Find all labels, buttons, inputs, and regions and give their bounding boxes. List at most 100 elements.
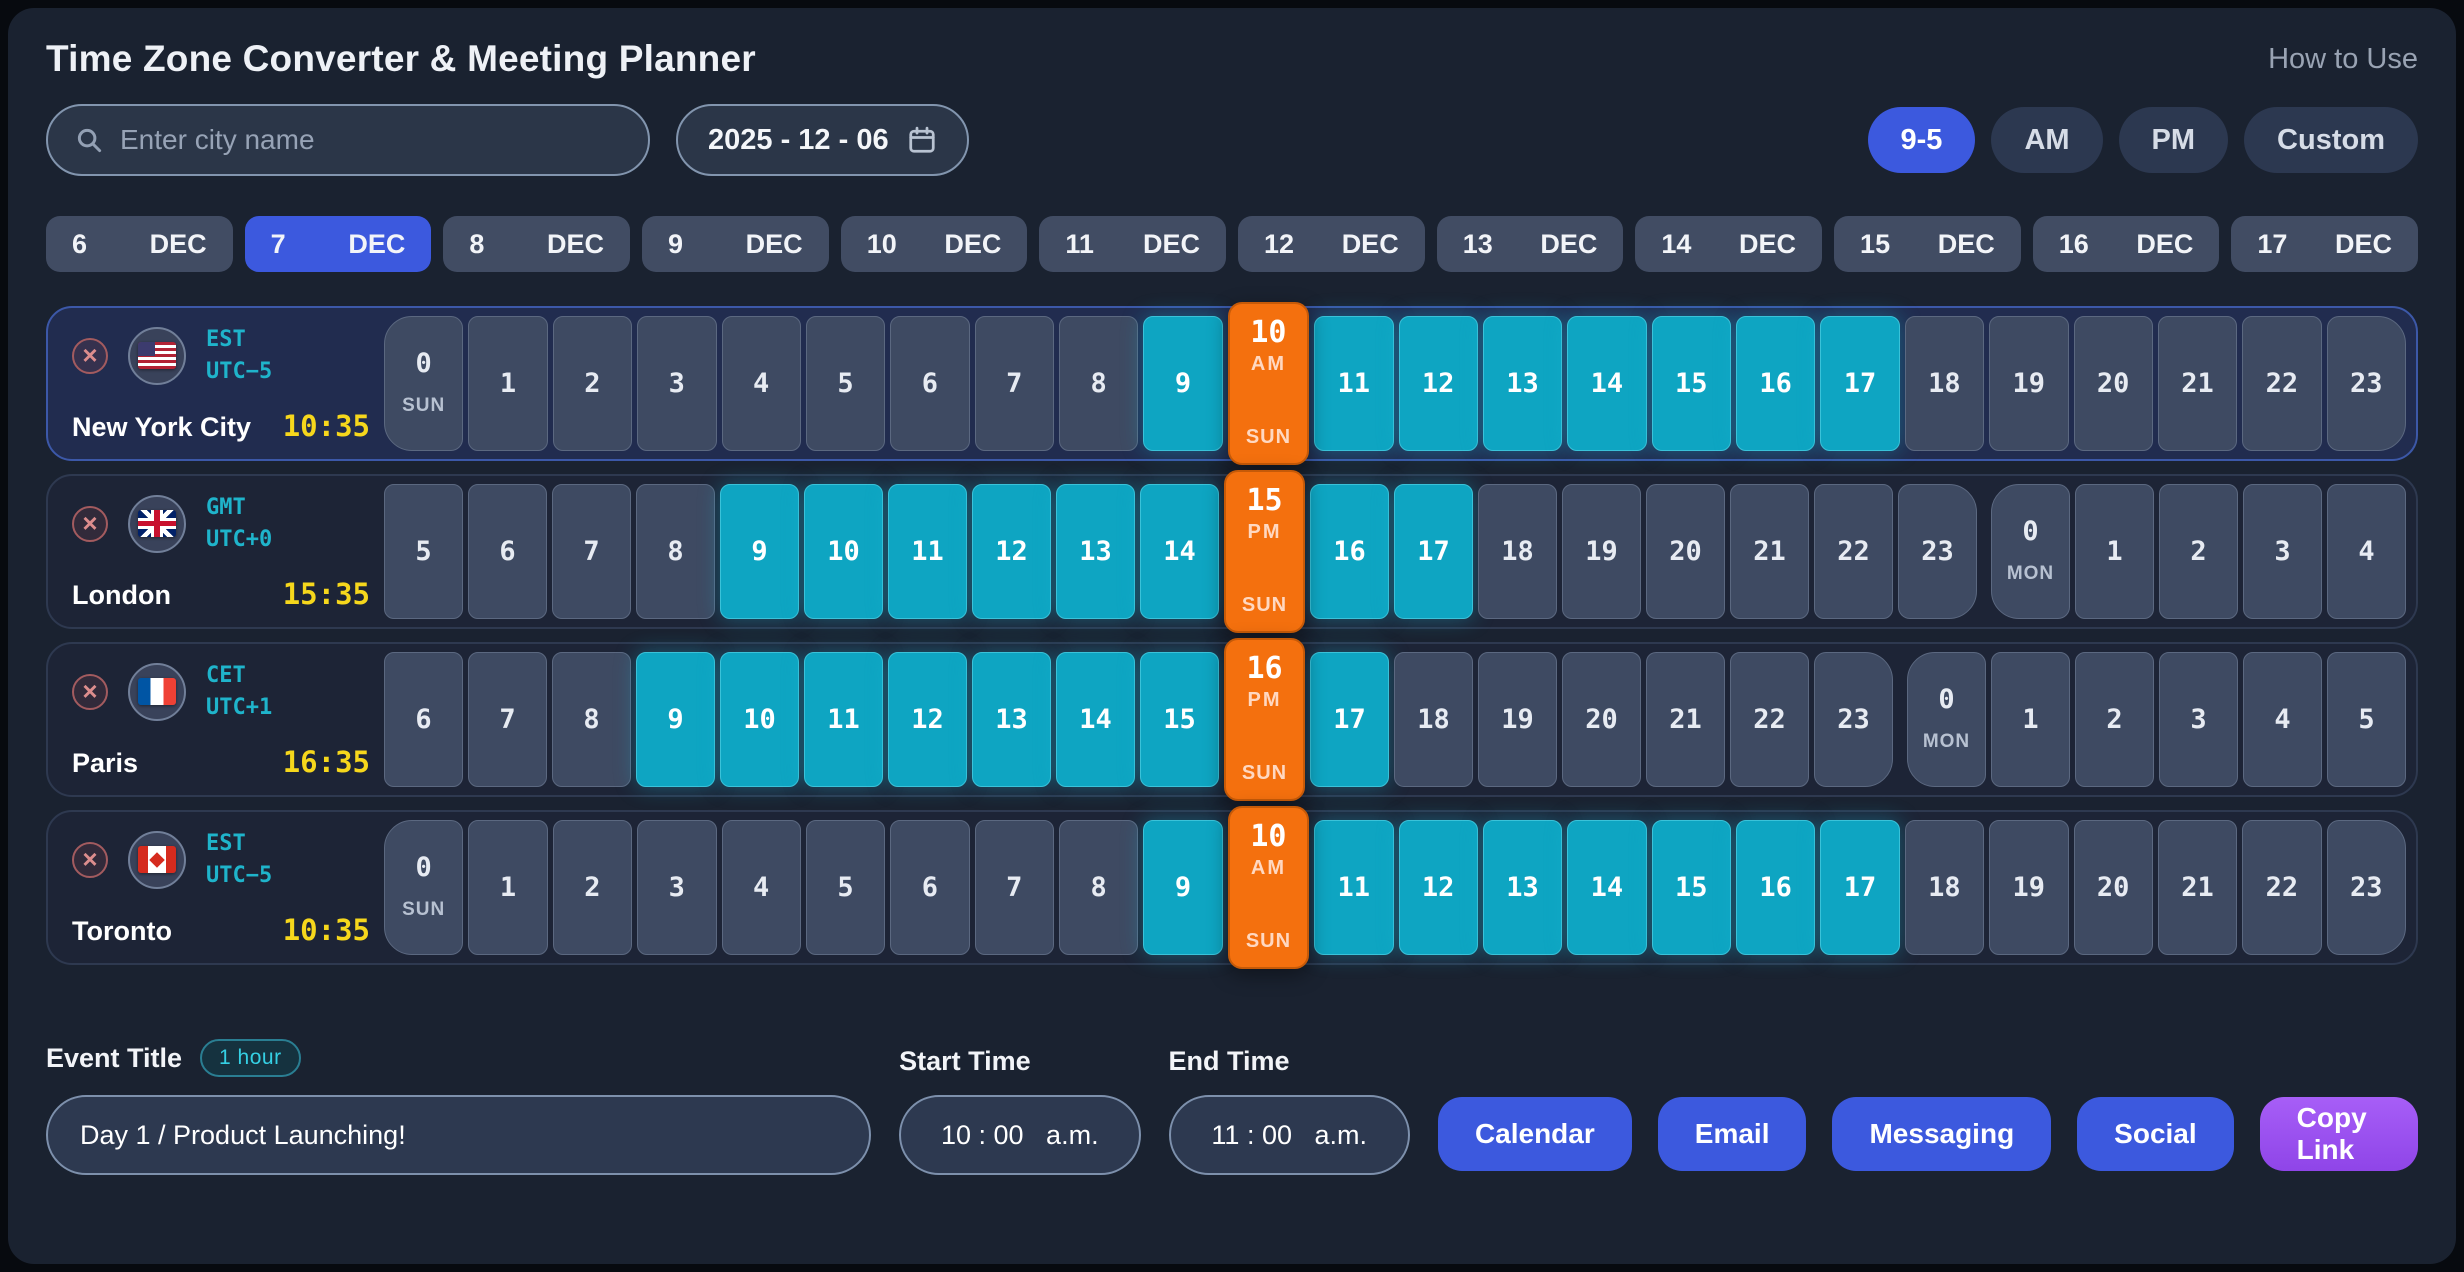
hour-cell[interactable]: 13 <box>1056 484 1135 619</box>
hour-cell[interactable]: 14 <box>1140 484 1219 619</box>
hour-cell[interactable]: 18 <box>1904 820 1985 955</box>
hour-cell[interactable]: 6 <box>468 484 547 619</box>
hour-cell[interactable]: 10 <box>804 484 883 619</box>
hour-cell[interactable]: 3 <box>2159 652 2238 787</box>
hour-cell[interactable]: 23 <box>1814 652 1893 787</box>
hour-cell[interactable]: 20 <box>2073 316 2153 451</box>
hour-cell[interactable]: 6 <box>384 652 463 787</box>
hour-cell[interactable]: 20 <box>1562 652 1641 787</box>
date-pill-13-dec[interactable]: 13 DEC <box>1436 216 1624 272</box>
calendar-button[interactable]: Calendar <box>1437 1097 1632 1171</box>
hour-cell[interactable]: 23 <box>2326 820 2406 955</box>
preset-custom[interactable]: Custom <box>2244 107 2418 173</box>
hour-cell[interactable]: 21 <box>2157 316 2238 451</box>
start-time-input[interactable] <box>899 1095 1141 1175</box>
hour-cell[interactable]: 12 <box>1398 820 1478 955</box>
hour-cell[interactable]: 2 <box>2075 652 2154 787</box>
selected-hour-cell[interactable]: 10 AM SUN <box>1227 806 1310 969</box>
date-pill-8-dec[interactable]: 8 DEC <box>443 216 631 272</box>
end-time-input[interactable] <box>1168 1095 1410 1175</box>
hour-cell[interactable]: 19 <box>1989 820 2069 955</box>
remove-city-button[interactable]: × <box>72 505 108 542</box>
hour-cell[interactable]: 1 <box>468 820 548 955</box>
hour-cell[interactable]: 6 <box>890 820 970 955</box>
hour-cell[interactable]: 15 <box>1651 820 1731 955</box>
hour-cell[interactable]: 3 <box>2243 484 2322 619</box>
hour-cell[interactable]: 11 <box>804 652 883 787</box>
hour-cell[interactable]: 11 <box>888 484 967 619</box>
hour-cell[interactable]: 12 <box>972 484 1051 619</box>
hour-cell[interactable]: 17 <box>1820 820 1900 955</box>
hour-cell[interactable]: 17 <box>1394 484 1473 619</box>
how-to-use-link[interactable]: How to Use <box>2268 42 2418 75</box>
hour-cell[interactable]: 7 <box>552 484 631 619</box>
hour-cell[interactable]: 16 <box>1736 820 1816 955</box>
event-title-input[interactable] <box>46 1095 872 1175</box>
date-pill-16-dec[interactable]: 16 DEC <box>2032 216 2220 272</box>
hour-cell[interactable]: 13 <box>972 652 1051 787</box>
hour-cell[interactable]: 11 <box>1314 820 1394 955</box>
hour-cell[interactable]: 18 <box>1394 652 1473 787</box>
hour-cell[interactable]: 8 <box>636 484 715 619</box>
hour-cell[interactable]: 22 <box>1730 652 1809 787</box>
hour-cell[interactable]: 15 <box>1651 316 1731 451</box>
hour-cell[interactable]: 0 MON <box>1991 484 2070 619</box>
hour-cell[interactable]: 14 <box>1567 316 1647 451</box>
email-button[interactable]: Email <box>1657 1097 1807 1171</box>
hour-cell[interactable]: 7 <box>974 820 1054 955</box>
social-button[interactable]: Social <box>2077 1097 2234 1171</box>
hour-cell[interactable]: 8 <box>1059 820 1139 955</box>
hour-cell[interactable]: 21 <box>1646 652 1725 787</box>
remove-city-button[interactable]: × <box>72 673 108 710</box>
date-picker[interactable]: 2025 - 12 - 06 <box>676 104 969 176</box>
hour-cell[interactable]: 0 MON <box>1907 652 1986 787</box>
hour-cell[interactable]: 2 <box>2159 484 2238 619</box>
hour-cell[interactable]: 14 <box>1567 820 1647 955</box>
hour-cell[interactable]: 9 <box>636 652 715 787</box>
hour-cell[interactable]: 9 <box>1143 820 1223 955</box>
city-search-box[interactable] <box>46 104 650 176</box>
hour-cell[interactable]: 4 <box>721 820 801 955</box>
hour-cell[interactable]: 1 <box>468 316 548 451</box>
remove-city-button[interactable]: × <box>72 841 108 878</box>
hour-cell[interactable]: 9 <box>1143 316 1223 451</box>
hour-cell[interactable]: 5 <box>805 316 886 451</box>
hour-cell[interactable]: 18 <box>1904 316 1985 451</box>
hour-cell[interactable]: 2 <box>552 316 633 451</box>
search-input[interactable] <box>118 123 622 157</box>
date-pill-12-dec[interactable]: 12 DEC <box>1238 216 1425 272</box>
hour-cell[interactable]: 13 <box>1482 820 1563 955</box>
hour-cell[interactable]: 4 <box>721 316 801 451</box>
date-pill-15-dec[interactable]: 15 DEC <box>1834 216 2021 272</box>
remove-city-button[interactable]: × <box>72 337 108 374</box>
date-pill-9-dec[interactable]: 9 DEC <box>642 216 829 272</box>
hour-cell[interactable]: 0 SUN <box>384 820 464 955</box>
date-pill-11-dec[interactable]: 11 DEC <box>1039 216 1227 272</box>
hour-cell[interactable]: 12 <box>1398 316 1478 451</box>
preset-am[interactable]: AM <box>1991 107 2103 173</box>
hour-cell[interactable]: 5 <box>384 484 463 619</box>
hour-cell[interactable]: 19 <box>1478 652 1557 787</box>
hour-cell[interactable]: 0 SUN <box>384 316 464 451</box>
messaging-button[interactable]: Messaging <box>1832 1097 2052 1171</box>
hour-cell[interactable]: 23 <box>2326 316 2406 451</box>
date-pill-7-dec[interactable]: 7 DEC <box>244 216 432 272</box>
hour-cell[interactable]: 20 <box>2073 820 2153 955</box>
preset-pm[interactable]: PM <box>2118 107 2229 173</box>
hour-cell[interactable]: 21 <box>2157 820 2238 955</box>
hour-cell[interactable]: 18 <box>1478 484 1557 619</box>
hour-cell[interactable]: 22 <box>1814 484 1893 619</box>
copy-link-button[interactable]: Copy Link <box>2259 1097 2418 1171</box>
hour-cell[interactable]: 23 <box>1898 484 1977 619</box>
hour-cell[interactable]: 8 <box>552 652 631 787</box>
hour-cell[interactable]: 2 <box>552 820 633 955</box>
hour-cell[interactable]: 21 <box>1730 484 1809 619</box>
hour-cell[interactable]: 7 <box>974 316 1054 451</box>
selected-hour-cell[interactable]: 15 PM SUN <box>1224 470 1305 633</box>
hour-cell[interactable]: 11 <box>1314 316 1394 451</box>
preset-9-5[interactable]: 9-5 <box>1867 107 1976 173</box>
hour-cell[interactable]: 12 <box>888 652 967 787</box>
hour-cell[interactable]: 17 <box>1310 652 1389 787</box>
hour-cell[interactable]: 3 <box>637 820 717 955</box>
hour-cell[interactable]: 7 <box>468 652 547 787</box>
